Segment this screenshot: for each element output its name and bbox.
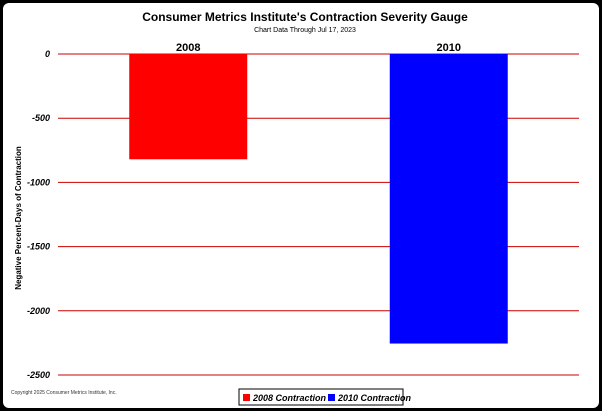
y-tick-label: -2500 xyxy=(27,370,50,380)
chart-frame: Consumer Metrics Institute's Contraction… xyxy=(3,3,599,408)
chart-subtitle: Chart Data Through Jul 17, 2023 xyxy=(254,27,356,34)
copyright-text: Copyright 2025 Consumer Metrics Institut… xyxy=(11,390,117,396)
category-labels: 2008 2010 xyxy=(176,42,461,54)
bar-2008 xyxy=(129,54,248,160)
y-tick-label: -2000 xyxy=(27,306,50,316)
legend-label: 2010 Contraction xyxy=(337,393,412,403)
category-label: 2010 xyxy=(437,42,461,54)
bar-2010 xyxy=(389,54,508,344)
legend-label: 2008 Contraction xyxy=(252,393,327,403)
legend-swatch xyxy=(243,394,250,401)
legend-box xyxy=(238,388,404,406)
y-tick-label: -500 xyxy=(32,113,50,123)
y-tick-label: -1500 xyxy=(27,242,50,252)
chart-title: Consumer Metrics Institute's Contraction… xyxy=(142,10,468,24)
y-axis-label: Negative Percent-Days of Contraction xyxy=(14,146,23,290)
y-tick-labels: 0 -500 -1000 -1500 -2000 -2500 xyxy=(27,49,50,380)
legend-swatch xyxy=(328,394,335,401)
category-label: 2008 xyxy=(176,42,200,54)
y-tick-label: -1000 xyxy=(27,177,50,187)
bars xyxy=(129,54,508,344)
chart: Consumer Metrics Institute's Contraction… xyxy=(11,10,579,406)
legend: 2008 Contraction 2010 Contraction xyxy=(238,388,412,406)
y-tick-label: 0 xyxy=(45,49,50,59)
